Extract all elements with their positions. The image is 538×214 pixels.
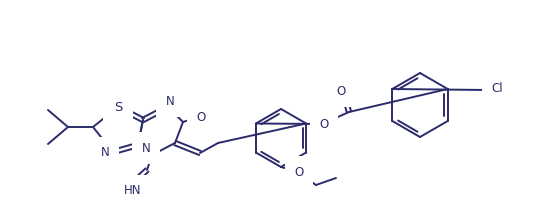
Text: HN: HN [124,184,141,198]
Text: N: N [166,95,174,107]
Text: O: O [196,110,206,123]
Text: O: O [294,165,303,178]
Text: N: N [141,141,151,155]
Text: O: O [336,85,345,98]
Text: Cl: Cl [491,82,503,95]
Text: N: N [101,147,109,159]
Text: O: O [320,117,329,131]
Text: S: S [114,101,122,113]
